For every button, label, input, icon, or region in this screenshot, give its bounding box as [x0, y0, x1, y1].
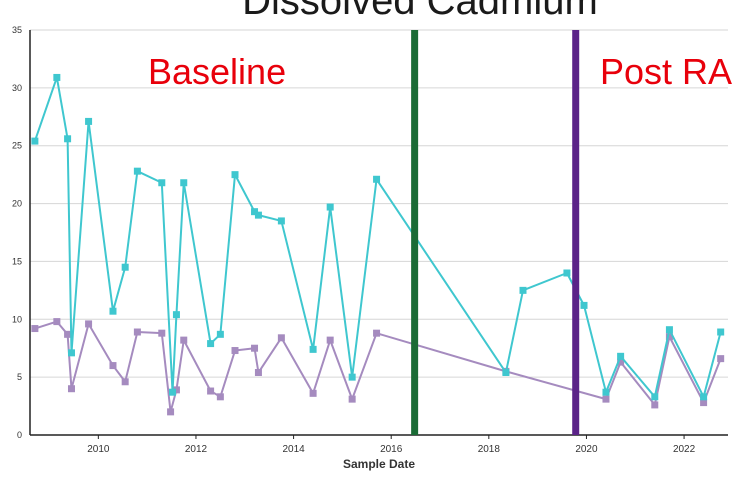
data-point-0	[207, 340, 215, 348]
x-tick-label: 2016	[380, 444, 403, 455]
data-point-0	[172, 311, 180, 319]
data-point-0	[169, 388, 177, 396]
y-tick-label: 35	[12, 25, 22, 35]
data-point-1	[277, 334, 285, 342]
data-point-1	[216, 393, 224, 401]
data-point-1	[31, 325, 39, 333]
x-tick-label: 2018	[478, 444, 501, 455]
data-point-0	[309, 345, 317, 353]
data-point-0	[665, 326, 673, 334]
data-point-0	[617, 352, 625, 360]
y-tick-label: 20	[12, 199, 22, 209]
y-tick-label: 10	[12, 314, 22, 324]
data-point-1	[602, 395, 610, 403]
data-point-1	[172, 386, 180, 394]
data-point-0	[53, 73, 61, 81]
data-point-1	[231, 347, 239, 355]
y-tick-label: 30	[12, 83, 22, 93]
data-point-0	[67, 349, 75, 357]
data-point-0	[251, 208, 259, 216]
data-point-1	[651, 401, 659, 409]
data-point-0	[85, 117, 93, 125]
data-point-1	[251, 344, 259, 352]
x-axis-label: Sample Date	[343, 457, 415, 471]
data-point-0	[180, 179, 188, 187]
data-point-1	[717, 355, 725, 363]
x-tick-label: 2020	[575, 444, 598, 455]
data-point-0	[519, 286, 527, 294]
data-point-0	[651, 393, 659, 401]
data-point-0	[580, 301, 588, 309]
data-point-0	[373, 175, 381, 183]
data-point-1	[326, 336, 334, 344]
x-tick-label: 2012	[185, 444, 208, 455]
x-tick-label: 2014	[282, 444, 305, 455]
data-point-1	[64, 330, 72, 338]
x-tick-label: 2022	[673, 444, 696, 455]
data-point-0	[502, 369, 510, 377]
data-point-1	[254, 369, 262, 377]
data-point-1	[373, 329, 381, 337]
data-point-0	[64, 135, 72, 143]
data-point-0	[109, 307, 117, 315]
data-point-0	[717, 328, 725, 336]
data-point-0	[216, 330, 224, 338]
data-point-0	[121, 263, 129, 271]
data-point-1	[53, 318, 61, 326]
data-point-1	[617, 358, 625, 366]
data-point-0	[254, 211, 262, 219]
post-ra-annotation: Post RA	[600, 51, 732, 92]
data-point-1	[109, 362, 117, 370]
data-point-1	[309, 389, 317, 397]
data-point-0	[602, 388, 610, 396]
data-point-0	[158, 179, 166, 187]
plot-area	[30, 30, 728, 435]
data-point-0	[133, 167, 141, 175]
data-point-1	[121, 378, 129, 386]
data-point-1	[207, 387, 215, 395]
data-point-1	[167, 408, 175, 416]
data-point-0	[31, 137, 39, 145]
data-point-0	[563, 269, 571, 277]
data-point-1	[348, 395, 356, 403]
x-tick-label: 2010	[87, 444, 110, 455]
data-point-0	[277, 217, 285, 225]
baseline-annotation: Baseline	[148, 51, 286, 92]
data-point-1	[85, 320, 93, 328]
chart-title: Dissolved Cadmium	[242, 0, 598, 23]
data-point-0	[700, 393, 708, 401]
data-point-1	[700, 399, 708, 407]
data-point-1	[133, 328, 141, 336]
data-point-1	[158, 329, 166, 337]
y-tick-label: 5	[17, 372, 22, 382]
y-tick-label: 25	[12, 141, 22, 151]
data-point-1	[665, 333, 673, 341]
data-point-0	[348, 373, 356, 381]
data-point-1	[67, 385, 75, 393]
y-tick-label: 0	[17, 430, 22, 440]
data-point-0	[326, 203, 334, 211]
data-point-0	[231, 171, 239, 179]
y-tick-label: 15	[12, 256, 22, 266]
data-point-1	[180, 336, 188, 344]
